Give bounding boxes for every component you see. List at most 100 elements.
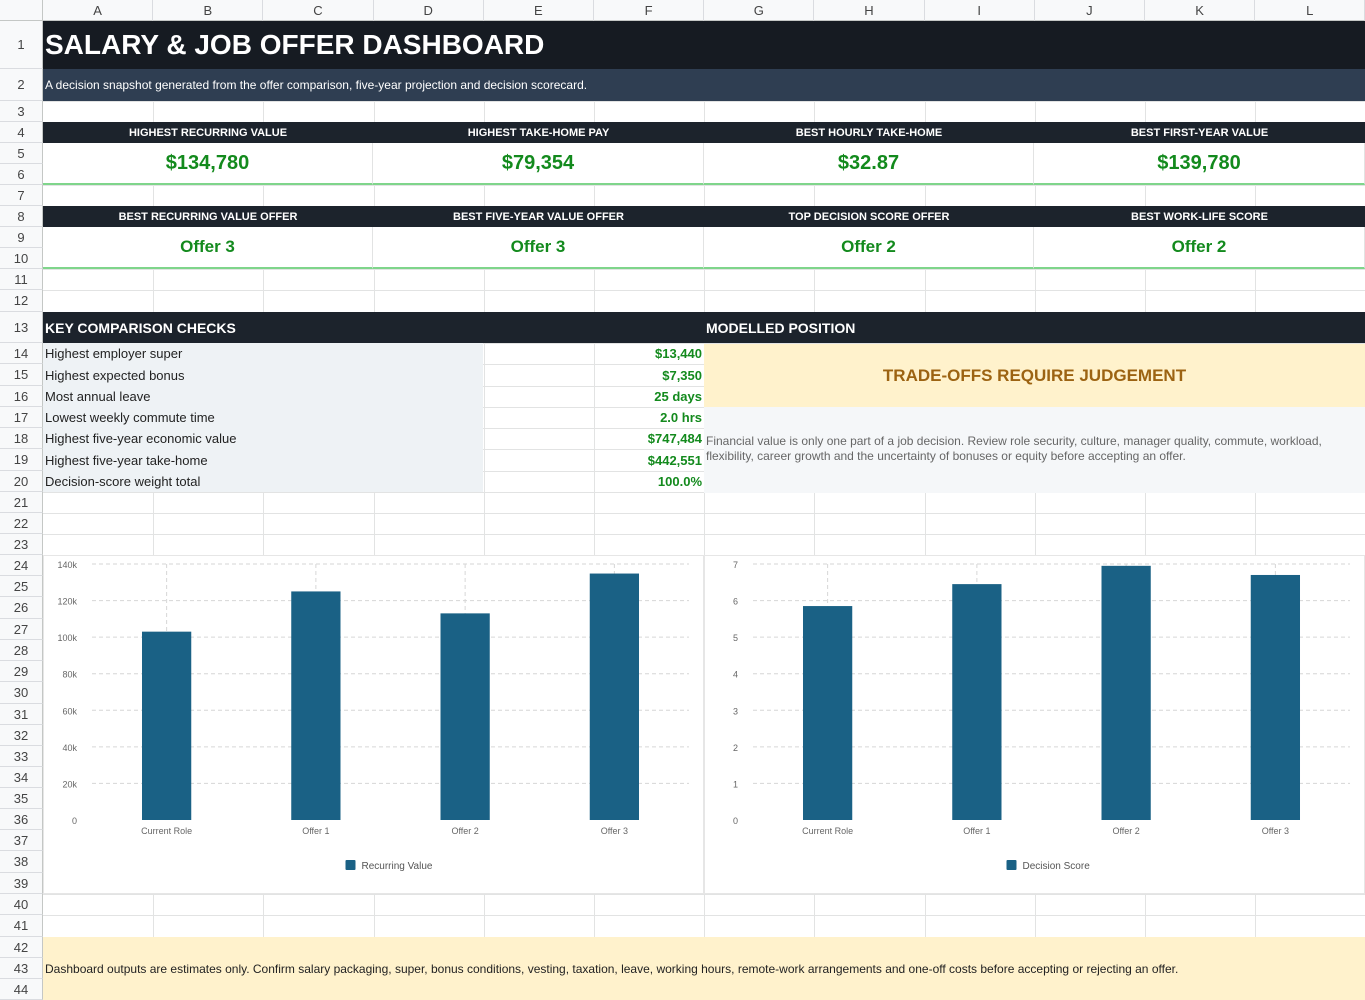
- row-header-37[interactable]: 37: [0, 830, 43, 851]
- check-value[interactable]: 2.0 hrs: [660, 410, 702, 425]
- column-header-a[interactable]: A: [43, 0, 154, 21]
- check-value[interactable]: 25 days: [654, 389, 702, 404]
- column-header-j[interactable]: J: [1034, 0, 1145, 21]
- y-tick-label: 4: [733, 670, 738, 680]
- check-label[interactable]: Highest five-year economic value: [43, 428, 483, 449]
- row-header-34[interactable]: 34: [0, 767, 43, 788]
- row-header-33[interactable]: 33: [0, 746, 43, 767]
- row-header-5[interactable]: 5: [0, 143, 43, 164]
- row-header-39[interactable]: 39: [0, 873, 43, 894]
- row-header-26[interactable]: 26: [0, 597, 43, 619]
- column-header-h[interactable]: H: [814, 0, 925, 21]
- row-header-44[interactable]: 44: [0, 979, 43, 1000]
- column-header-l[interactable]: L: [1255, 0, 1365, 21]
- gridline-horizontal: [43, 534, 1365, 535]
- row-header-40[interactable]: 40: [0, 894, 43, 915]
- row-header-13[interactable]: 13: [0, 312, 43, 343]
- kpi-value-best-five-year-offer[interactable]: Offer 3: [373, 227, 704, 269]
- verdict-banner[interactable]: TRADE-OFFS REQUIRE JUDGEMENT: [704, 344, 1365, 407]
- gridline-vertical: [924, 21, 926, 1000]
- row-header-20[interactable]: 20: [0, 471, 43, 492]
- row-header-17[interactable]: 17: [0, 407, 43, 428]
- column-header-k[interactable]: K: [1145, 0, 1256, 21]
- row-header-28[interactable]: 28: [0, 640, 43, 661]
- check-value[interactable]: $442,551: [647, 452, 702, 468]
- row-header-36[interactable]: 36: [0, 809, 43, 830]
- row-header-12[interactable]: 12: [0, 290, 43, 312]
- check-label[interactable]: Highest employer super: [43, 343, 483, 364]
- column-header-f[interactable]: F: [594, 0, 705, 21]
- row-header-1[interactable]: 1: [0, 21, 43, 69]
- gridline-vertical: [483, 21, 485, 1000]
- check-label[interactable]: Lowest weekly commute time: [43, 407, 483, 428]
- row-header-8[interactable]: 8: [0, 206, 43, 227]
- column-header-d[interactable]: D: [373, 0, 484, 21]
- kpi-value-first-year[interactable]: $139,780: [1034, 143, 1365, 185]
- kpi-value-recurring[interactable]: $134,780: [43, 143, 373, 185]
- row-header-3[interactable]: 3: [0, 101, 43, 122]
- row-header-22[interactable]: 22: [0, 513, 43, 534]
- row-header-15[interactable]: 15: [0, 364, 43, 386]
- column-header-e[interactable]: E: [483, 0, 594, 21]
- check-value[interactable]: 100.0%: [657, 474, 702, 489]
- select-all-corner[interactable]: [0, 0, 43, 21]
- row-header-9[interactable]: 9: [0, 227, 43, 248]
- kpi-value-take-home[interactable]: $79,354: [373, 143, 704, 185]
- check-value[interactable]: $747,484: [647, 431, 702, 446]
- row-header-43[interactable]: 43: [0, 958, 43, 979]
- row-header-10[interactable]: 10: [0, 248, 43, 269]
- kpi-value-best-recurring-offer[interactable]: Offer 3: [43, 227, 373, 269]
- kpi-value-hourly[interactable]: $32.87: [704, 143, 1034, 185]
- row-header-27[interactable]: 27: [0, 619, 43, 640]
- row-header-30[interactable]: 30: [0, 682, 43, 704]
- check-label[interactable]: Highest expected bonus: [43, 364, 483, 386]
- row-header-21[interactable]: 21: [0, 492, 43, 513]
- row-header-14[interactable]: 14: [0, 343, 43, 364]
- row-header-42[interactable]: 42: [0, 937, 43, 958]
- disclaimer-footer[interactable]: Dashboard outputs are estimates only. Co…: [43, 937, 1365, 1000]
- row-header-31[interactable]: 31: [0, 704, 43, 725]
- row-header-11[interactable]: 11: [0, 269, 43, 290]
- recurring-value-chart[interactable]: 0 20k 40k 60k 80k 100k 120k 140k Current Role Off…: [43, 555, 704, 894]
- check-label[interactable]: Highest five-year take-home: [43, 449, 483, 471]
- check-label[interactable]: Most annual leave: [43, 386, 483, 407]
- kpi-label-best-work-life: BEST WORK-LIFE SCORE: [1034, 206, 1365, 227]
- kpi-label-take-home: HIGHEST TAKE-HOME PAY: [373, 122, 704, 143]
- x-tick-label: Offer 2: [451, 826, 478, 836]
- legend-label: Decision Score: [1023, 861, 1091, 872]
- row-header-7[interactable]: 7: [0, 185, 43, 206]
- row-header-29[interactable]: 29: [0, 661, 43, 682]
- row-header-16[interactable]: 16: [0, 386, 43, 407]
- row-header-23[interactable]: 23: [0, 534, 43, 555]
- row-header-4[interactable]: 4: [0, 122, 43, 143]
- x-tick-label: Offer 3: [601, 826, 628, 836]
- row-header-32[interactable]: 32: [0, 725, 43, 746]
- row-header-38[interactable]: 38: [0, 851, 43, 873]
- gridline-vertical: [1145, 21, 1146, 1000]
- bar-offer-3: [1250, 574, 1301, 820]
- kpi-value-best-work-life[interactable]: Offer 2: [1034, 227, 1365, 269]
- position-note[interactable]: Financial value is only one part of a jo…: [704, 407, 1365, 493]
- check-label[interactable]: Decision-score weight total: [43, 471, 483, 492]
- row-header-25[interactable]: 25: [0, 576, 43, 597]
- column-header-g[interactable]: G: [704, 0, 815, 21]
- column-header-c[interactable]: C: [263, 0, 374, 21]
- bar-offer-1: [291, 591, 341, 820]
- row-header-19[interactable]: 19: [0, 449, 43, 471]
- decision-score-chart[interactable]: 0 1 2 3 4 5 6 7 Current Role Offer 1 Offer 2 Offer …: [704, 555, 1365, 894]
- row-header-24[interactable]: 24: [0, 555, 43, 576]
- check-value[interactable]: $13,440: [655, 346, 702, 361]
- gridline-vertical: [1034, 21, 1036, 1000]
- key-comparison-heading: KEY COMPARISON CHECKS: [43, 312, 704, 343]
- row-header-6[interactable]: 6: [0, 164, 43, 185]
- y-tick-label: 0: [72, 816, 77, 826]
- column-header-i[interactable]: I: [924, 0, 1035, 21]
- row-header-41[interactable]: 41: [0, 915, 43, 937]
- column-header-b[interactable]: B: [153, 0, 264, 21]
- row-header-18[interactable]: 18: [0, 428, 43, 449]
- row-header-2[interactable]: 2: [0, 69, 43, 101]
- row-header-35[interactable]: 35: [0, 788, 43, 809]
- check-value[interactable]: $7,350: [662, 367, 702, 383]
- kpi-value-top-decision-offer[interactable]: Offer 2: [704, 227, 1034, 269]
- y-tick-label: 0: [733, 816, 738, 826]
